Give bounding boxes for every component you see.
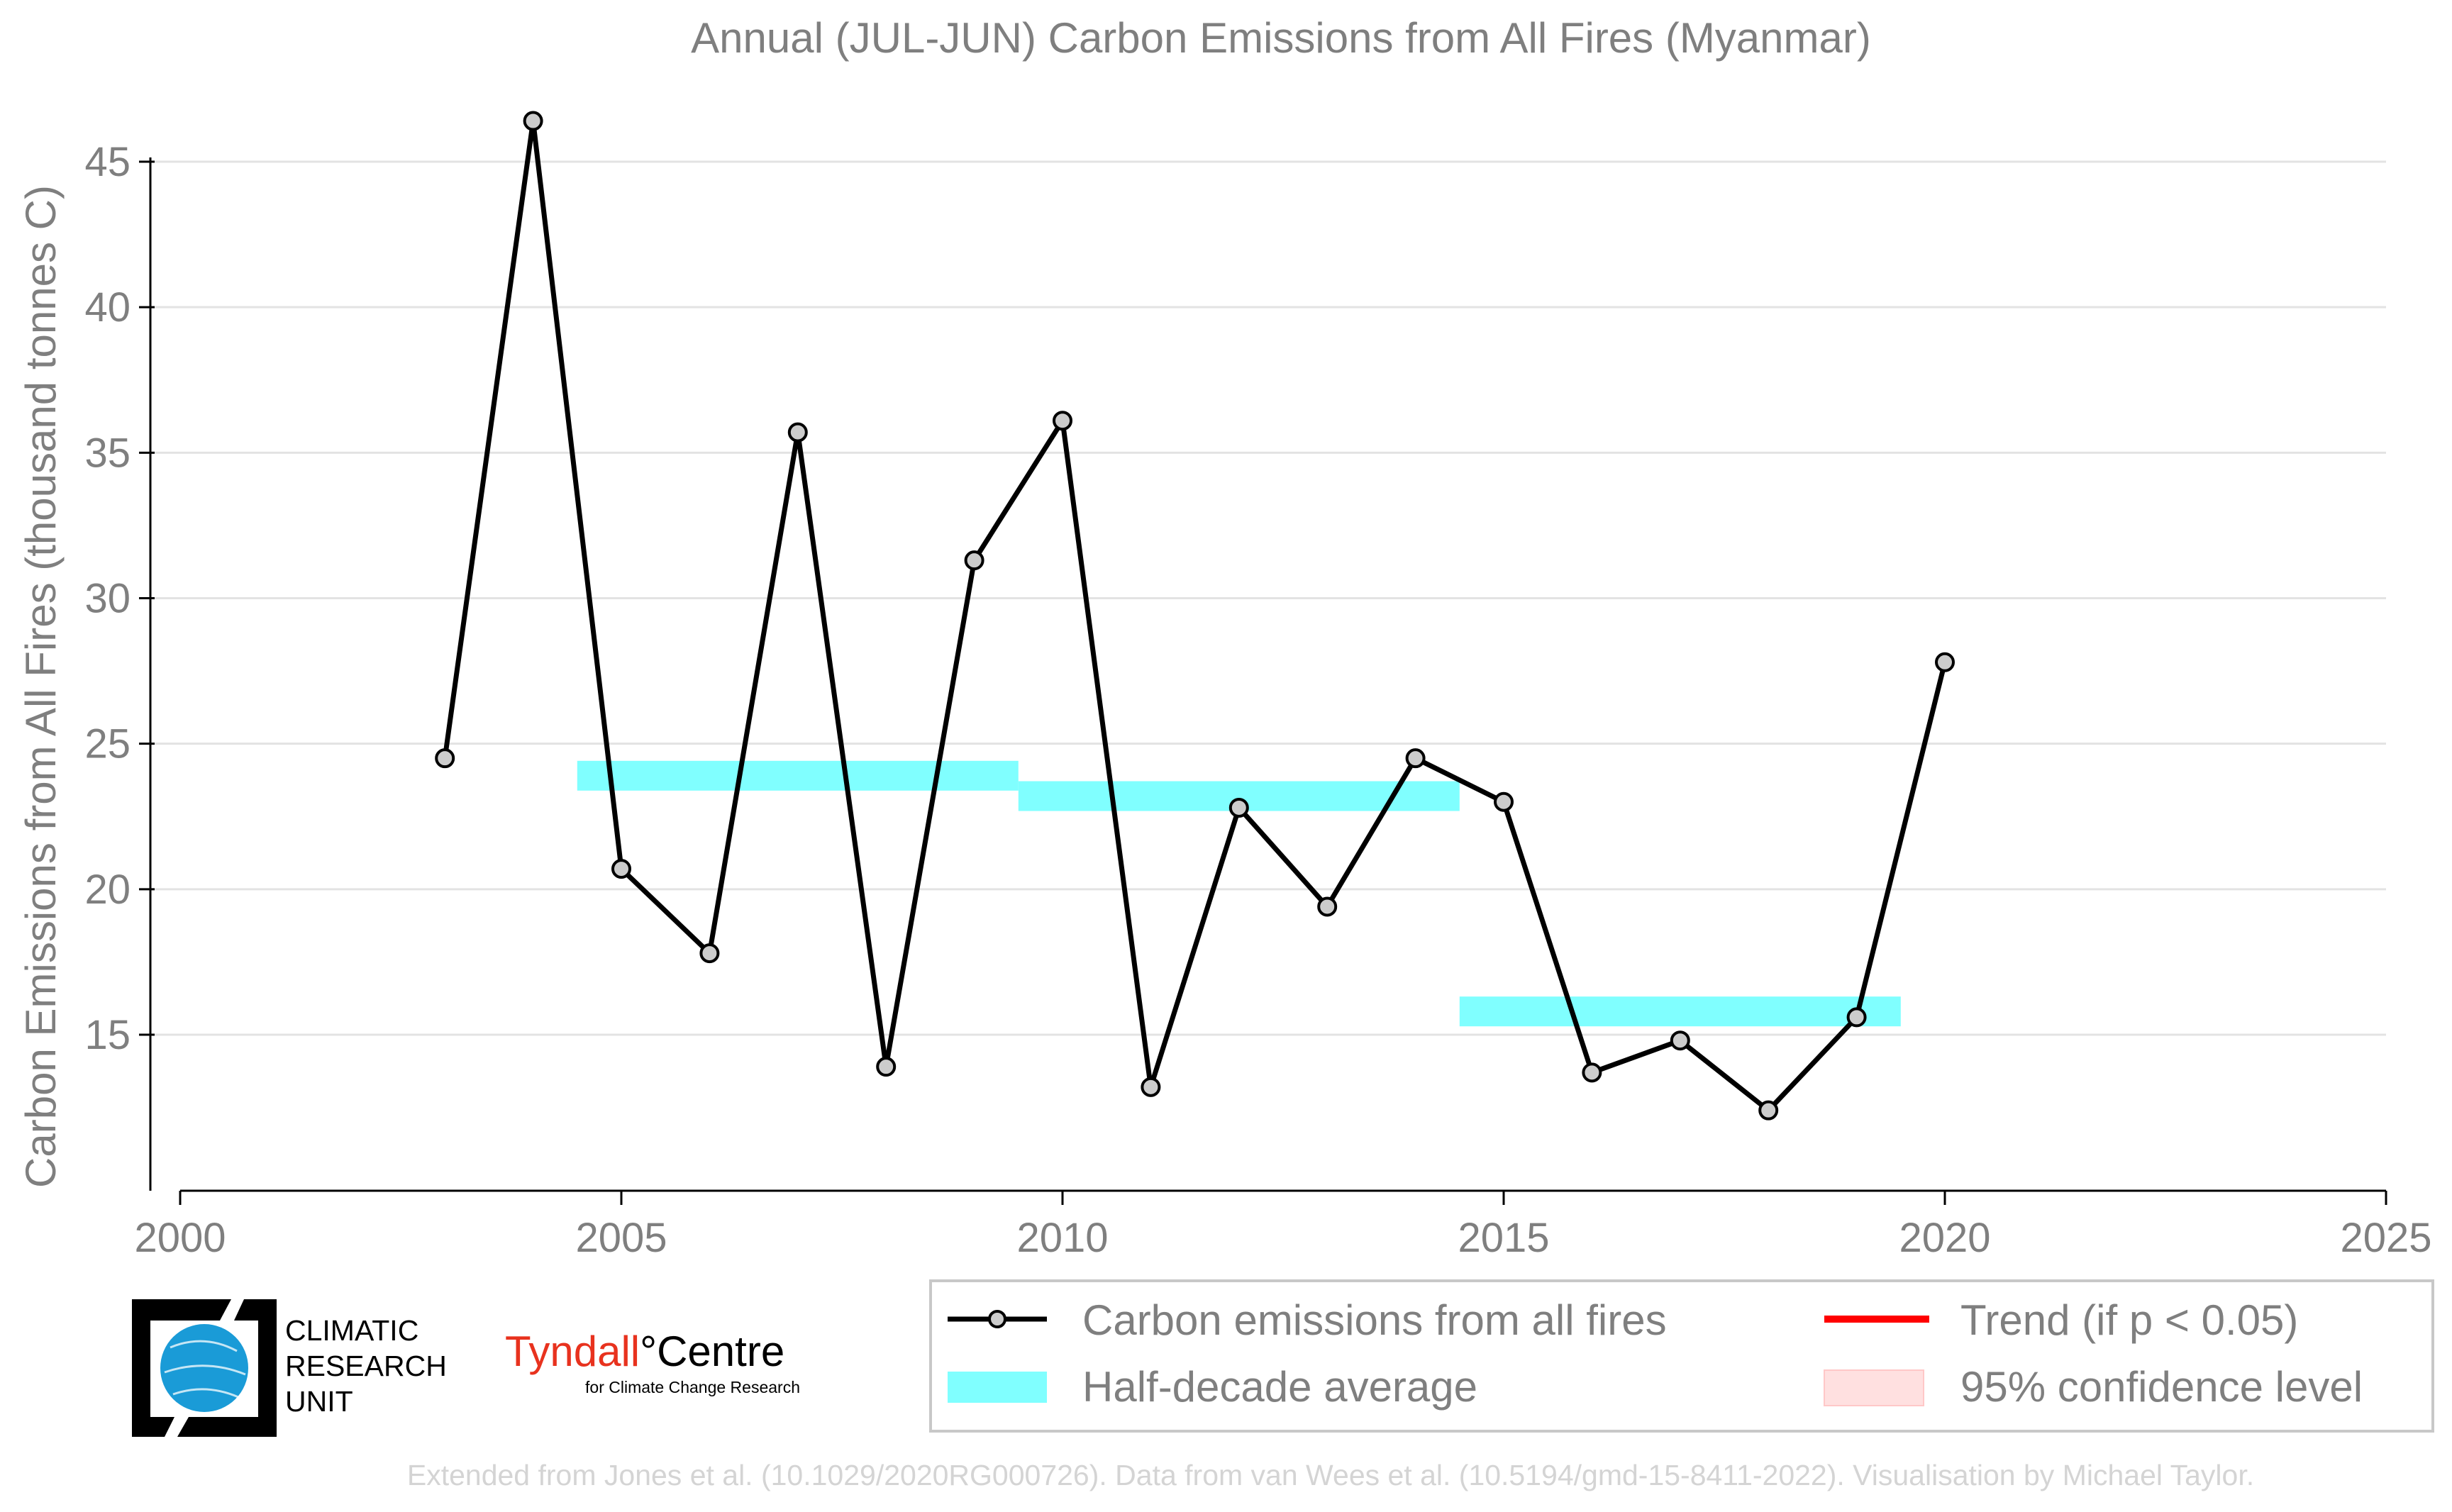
tyndall-wordmark: Tyndall°Centre [505,1328,784,1375]
legend-marker-swatch [988,1310,1006,1328]
half-decade-band [1459,996,1901,1027]
legend-ci-swatch [1824,1369,1924,1406]
y-tick-label: 40 [84,284,131,330]
data-point [1317,896,1338,917]
legend: Carbon emissions from all fires Trend (i… [929,1279,2434,1433]
half-decade-band [577,760,1019,791]
globe-icon [160,1324,248,1412]
cru-text-line-1: CLIMATIC [285,1314,418,1347]
data-point [435,748,455,769]
gridlines [155,160,2386,1036]
tyndall-name: Tyndall [505,1328,640,1375]
data-point [1846,1007,1867,1028]
data-point [1935,652,1955,672]
tyndall-logo: Tyndall°Centre for Climate Change Resear… [505,1328,800,1396]
tyndall-centre: °Centre [640,1328,784,1375]
y-axis-label: Carbon Emissions from All Fires (thousan… [17,185,65,1188]
chart-title: Annual (JUL-JUN) Carbon Emissions from A… [691,14,1871,62]
cru-bracket-mark [132,1299,277,1437]
legend-label-half-decade: Half-decade average [1082,1363,1477,1411]
cru-text-line-2: RESEARCH [285,1350,447,1382]
data-point [1670,1030,1690,1051]
data-point [787,422,808,443]
y-tick-label: 20 [84,867,131,913]
data-point [1582,1062,1602,1083]
data-point [1758,1100,1779,1121]
series-layer [435,111,1955,1121]
data-point [1053,411,1072,431]
data-point [1228,797,1249,818]
data-point [523,111,543,131]
data-point [1494,791,1514,812]
legend-frame [929,1279,2434,1433]
x-tick-label: 2025 [2340,1215,2431,1261]
data-point [964,550,984,571]
data-point [1405,748,1426,769]
cru-text-line-3: UNIT [285,1385,353,1418]
y-tick-label: 15 [84,1012,131,1058]
x-tick-label: 2005 [575,1215,667,1261]
legend-label-ci: 95% confidence level [1960,1363,2363,1411]
footer-credit: Extended from Jones et al. (10.1029/2020… [407,1459,2254,1491]
y-tick-label: 35 [84,430,131,476]
x-tick-label: 2020 [1899,1215,1990,1261]
data-point [699,943,720,964]
legend-label-emissions: Carbon emissions from all fires [1082,1296,1667,1344]
y-tick-label: 45 [84,139,131,185]
legend-label-trend: Trend (if p < 0.05) [1960,1296,2298,1344]
y-tick-label: 30 [84,576,131,622]
y-tick-label: 25 [84,721,131,767]
x-tick-label: 2000 [134,1215,226,1261]
x-tick-label: 2010 [1016,1215,1108,1261]
tyndall-subtitle: for Climate Change Research [585,1378,800,1396]
series-line [442,118,1948,1113]
data-point [1141,1077,1161,1097]
globe-swirl [164,1340,246,1399]
data-point [611,859,631,879]
data-point [876,1057,897,1077]
cru-logo: CLIMATIC RESEARCH UNIT [132,1299,447,1437]
legend-band-swatch [948,1372,1047,1403]
x-tick-label: 2015 [1458,1215,1549,1261]
